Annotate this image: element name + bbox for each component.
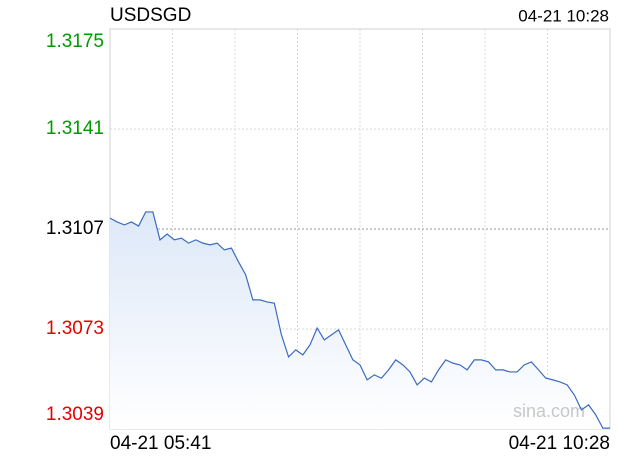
x-tick-label: 04-21 10:28 — [509, 433, 610, 454]
y-tick-label: 1.3141 — [46, 118, 104, 139]
y-tick-label: 1.3175 — [46, 31, 104, 52]
chart-title: USDSGD — [110, 5, 191, 26]
y-tick-label: 1.3039 — [46, 404, 104, 425]
y-tick-label: 1.3073 — [46, 318, 104, 339]
timestamp: 04-21 10:28 — [518, 6, 609, 25]
area — [110, 211, 610, 429]
y-tick-label: 1.3107 — [46, 218, 104, 239]
x-tick-label: 04-21 05:41 — [110, 433, 211, 454]
line — [109, 211, 610, 429]
watermark: sina.com — [513, 401, 585, 421]
